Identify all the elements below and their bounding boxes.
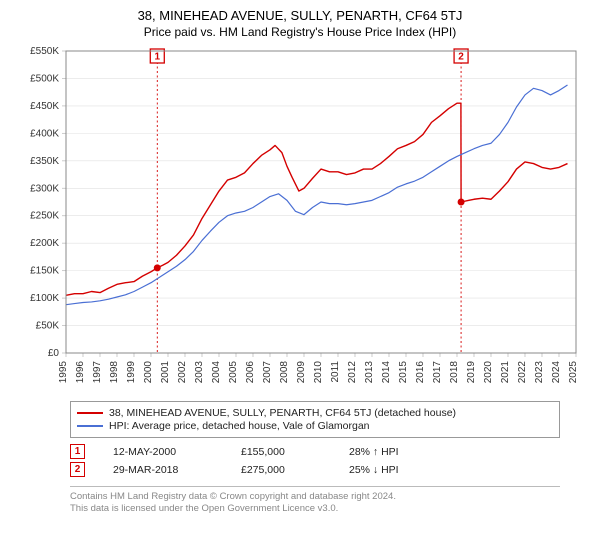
event-price: £155,000 [241, 446, 321, 458]
line-chart-svg: £0 £50K £100K £150K £200K £250K £300K £350K £400… [10, 45, 590, 395]
legend: 38, MINEHEAD AVENUE, SULLY, PENARTH, CF6… [70, 401, 560, 438]
svg-text:2025: 2025 [568, 361, 579, 384]
legend-swatch [77, 412, 103, 414]
svg-text:2013: 2013 [364, 361, 375, 384]
svg-text:2020: 2020 [483, 361, 494, 384]
svg-text:2: 2 [458, 52, 464, 63]
svg-text:£350K: £350K [30, 156, 59, 167]
svg-text:2006: 2006 [245, 361, 256, 384]
svg-text:2011: 2011 [330, 361, 341, 383]
legend-item: HPI: Average price, detached house, Vale… [77, 420, 553, 432]
event-price: £275,000 [241, 464, 321, 476]
svg-text:2010: 2010 [313, 361, 324, 384]
legend-swatch [77, 425, 103, 427]
chart-plot: £0 £50K £100K £150K £200K £250K £300K £350K £400… [10, 45, 590, 395]
svg-text:£200K: £200K [30, 238, 59, 249]
svg-text:2005: 2005 [228, 361, 239, 384]
svg-text:1: 1 [155, 52, 161, 63]
svg-text:£250K: £250K [30, 211, 59, 222]
event-badge: 2 [70, 462, 85, 477]
event-date: 12-MAY-2000 [113, 446, 213, 458]
svg-text:2012: 2012 [347, 361, 358, 384]
svg-text:2007: 2007 [262, 361, 273, 384]
footer-line: Contains HM Land Registry data © Crown c… [70, 491, 560, 503]
svg-text:2018: 2018 [449, 361, 460, 384]
svg-text:2017: 2017 [432, 361, 443, 384]
svg-text:£0: £0 [48, 348, 60, 359]
svg-text:2000: 2000 [143, 361, 154, 384]
svg-text:1995: 1995 [58, 361, 69, 384]
svg-text:£450K: £450K [30, 101, 59, 112]
chart-title: 38, MINEHEAD AVENUE, SULLY, PENARTH, CF6… [10, 8, 590, 23]
chart-subtitle: Price paid vs. HM Land Registry's House … [10, 25, 590, 39]
svg-text:2009: 2009 [296, 361, 307, 384]
svg-text:1998: 1998 [109, 361, 120, 384]
svg-text:2001: 2001 [160, 361, 171, 384]
event-delta: 25% ↓ HPI [349, 464, 399, 476]
legend-item: 38, MINEHEAD AVENUE, SULLY, PENARTH, CF6… [77, 407, 553, 419]
chart-container: 38, MINEHEAD AVENUE, SULLY, PENARTH, CF6… [0, 0, 600, 522]
svg-text:2024: 2024 [551, 361, 562, 384]
svg-text:2004: 2004 [211, 361, 222, 384]
event-delta: 28% ↑ HPI [349, 446, 399, 458]
svg-text:£400K: £400K [30, 128, 59, 139]
svg-text:2016: 2016 [415, 361, 426, 384]
svg-text:2014: 2014 [381, 361, 392, 384]
svg-text:2019: 2019 [466, 361, 477, 384]
attribution-footer: Contains HM Land Registry data © Crown c… [70, 491, 560, 516]
svg-text:2002: 2002 [177, 361, 188, 384]
event-row: 2 29-MAR-2018 £275,000 25% ↓ HPI [70, 462, 560, 477]
svg-text:£150K: £150K [30, 266, 59, 277]
event-table: 1 12-MAY-2000 £155,000 28% ↑ HPI 2 29-MAR-201… [70, 444, 560, 487]
svg-text:£500K: £500K [30, 73, 59, 84]
event-badge: 1 [70, 444, 85, 459]
legend-label: 38, MINEHEAD AVENUE, SULLY, PENARTH, CF6… [109, 407, 456, 419]
svg-text:2008: 2008 [279, 361, 290, 384]
svg-text:1996: 1996 [75, 361, 86, 384]
svg-text:£100K: £100K [30, 293, 59, 304]
svg-text:2023: 2023 [534, 361, 545, 384]
svg-text:2022: 2022 [517, 361, 528, 384]
svg-text:2021: 2021 [500, 361, 511, 384]
footer-line: This data is licensed under the Open Gov… [70, 503, 560, 515]
event-date: 29-MAR-2018 [113, 464, 213, 476]
svg-text:2015: 2015 [398, 361, 409, 384]
svg-text:1997: 1997 [92, 361, 103, 384]
svg-text:£50K: £50K [36, 321, 60, 332]
svg-text:1999: 1999 [126, 361, 137, 384]
svg-text:£550K: £550K [30, 46, 59, 57]
svg-text:£300K: £300K [30, 183, 59, 194]
svg-text:2003: 2003 [194, 361, 205, 384]
legend-label: HPI: Average price, detached house, Vale… [109, 420, 370, 432]
event-row: 1 12-MAY-2000 £155,000 28% ↑ HPI [70, 444, 560, 459]
